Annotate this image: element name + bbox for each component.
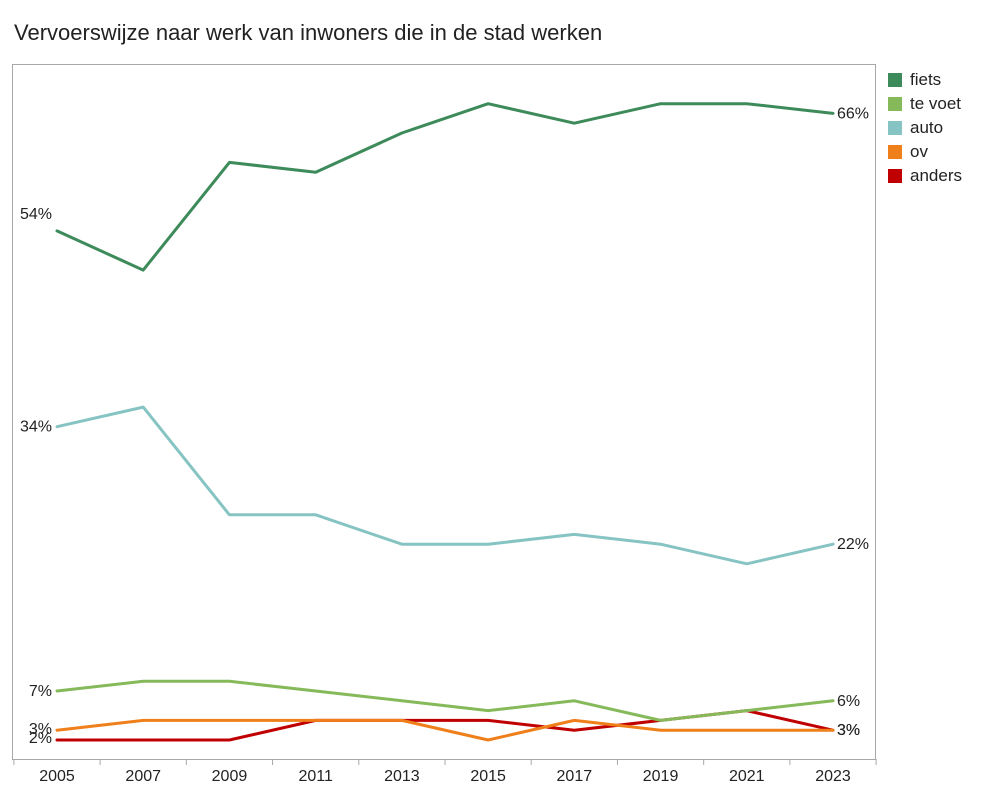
legend-swatch bbox=[888, 97, 902, 111]
x-tick-label: 2017 bbox=[557, 768, 593, 785]
legend-label: ov bbox=[910, 142, 928, 161]
series-line-auto bbox=[55, 405, 835, 566]
x-tick-label: 2011 bbox=[298, 768, 333, 785]
end-label-anders: 3% bbox=[837, 722, 860, 739]
x-tick-label: 2019 bbox=[643, 768, 679, 785]
end-label-fiets: 66% bbox=[837, 105, 869, 122]
start-label-anders: 2% bbox=[29, 730, 52, 747]
start-label-te-voet: 7% bbox=[29, 683, 52, 700]
x-tick-label: 2007 bbox=[125, 768, 161, 785]
series-line-te-voet bbox=[55, 679, 835, 722]
end-label-auto: 22% bbox=[837, 536, 869, 553]
legend-item-te-voet: te voet bbox=[888, 92, 962, 116]
series-line-fiets bbox=[55, 102, 835, 272]
start-label-fiets: 54% bbox=[20, 206, 52, 223]
series-line-ov bbox=[55, 718, 835, 742]
x-tick-label: 2023 bbox=[815, 768, 851, 785]
x-tick-label: 2009 bbox=[212, 768, 248, 785]
legend-swatch bbox=[888, 73, 902, 87]
legend-label: anders bbox=[910, 166, 962, 185]
start-label-ov: 3% bbox=[29, 721, 52, 738]
end-label-te-voet: 6% bbox=[837, 693, 860, 710]
legend-swatch bbox=[888, 145, 902, 159]
x-tick-label: 2005 bbox=[39, 768, 75, 785]
x-tick-label: 2015 bbox=[470, 768, 506, 785]
legend: fiets te voet auto ov anders bbox=[888, 68, 962, 188]
legend-swatch bbox=[888, 169, 902, 183]
start-label-auto: 34% bbox=[20, 419, 52, 436]
legend-label: auto bbox=[910, 118, 944, 137]
plot-frame bbox=[12, 64, 876, 760]
x-tick-label: 2013 bbox=[384, 768, 420, 785]
legend-item-ov: ov bbox=[888, 140, 962, 164]
x-tick-label: 2021 bbox=[729, 768, 765, 785]
end-label-ov: 3% bbox=[837, 722, 860, 739]
x-axis: 2005 2007 2009 2011 2013 2015 2017 2019 2021 2023 bbox=[13, 759, 877, 785]
legend-item-fiets: fiets bbox=[888, 68, 962, 92]
legend-item-anders: anders bbox=[888, 164, 962, 188]
chart-title: Vervoerswijze naar werk van inwoners die… bbox=[14, 20, 603, 45]
data-labels: 54%66%7%6%34%22%3% 3%2% 3% bbox=[20, 105, 869, 747]
series-lines bbox=[55, 102, 835, 742]
legend-label: te voet bbox=[910, 94, 962, 113]
legend-item-auto: auto bbox=[888, 116, 962, 140]
legend-swatch bbox=[888, 121, 902, 135]
legend-label: fiets bbox=[910, 70, 942, 89]
